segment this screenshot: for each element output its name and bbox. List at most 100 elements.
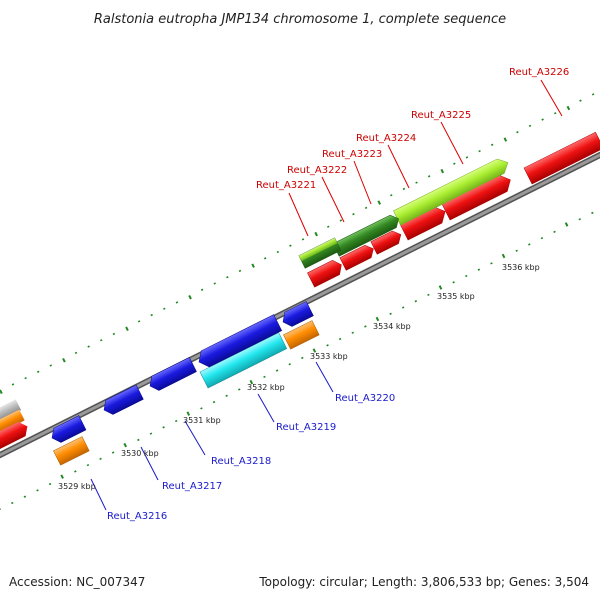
scale-label-3529: 3529 kbp	[58, 482, 96, 491]
scale-label-3532: 3532 kbp	[247, 383, 285, 392]
inner-tick	[74, 470, 77, 473]
inner-tick	[438, 285, 443, 290]
inner-tick	[578, 218, 582, 221]
outer-tick	[427, 175, 431, 178]
outer-tick	[251, 263, 255, 268]
outer-tick	[276, 250, 280, 254]
inner-tick	[401, 306, 405, 309]
outer-tick	[163, 307, 166, 310]
inner-tick	[249, 379, 254, 385]
gene-reut-a3219-blue[interactable]	[195, 314, 283, 370]
outer-tick	[87, 345, 90, 348]
inner-tick	[162, 426, 165, 429]
gene-reut-a3216-feature[interactable]	[48, 415, 87, 446]
outer-tick	[238, 269, 242, 273]
inner-tick	[60, 474, 64, 479]
inner-tick	[427, 293, 430, 297]
green-feature-lower[interactable]	[298, 237, 342, 269]
outer-tick	[125, 326, 129, 331]
inner-tick	[312, 348, 317, 353]
scale-label-3533: 3533 kbp	[310, 352, 348, 361]
scale-label-3531: 3531 kbp	[183, 416, 221, 425]
outer-tick	[503, 137, 508, 142]
gene-reut-a3226-feature[interactable]	[523, 131, 600, 185]
scale-label-3534: 3534 kbp	[373, 322, 411, 331]
inner-tick	[263, 375, 266, 379]
gene-labels-bottom: Reut_A3216 Reut_A3217 Reut_A3218 Reut_A3…	[107, 393, 395, 522]
gene-label-reut-a3226[interactable]: Reut_A3226	[509, 67, 569, 78]
leader-lines	[90, 79, 563, 511]
inner-tick	[36, 489, 39, 492]
gene-label-reut-a3218[interactable]: Reut_A3218	[211, 456, 271, 467]
outer-tick	[516, 131, 519, 134]
gene-reut-a3218-feature[interactable]	[146, 357, 197, 393]
outer-tick	[339, 219, 343, 222]
outer-tick	[99, 339, 103, 342]
gene-reut-a3220-feature[interactable]	[283, 320, 320, 350]
gene-reut-a3220-blue[interactable]	[279, 301, 314, 329]
outer-tick	[74, 351, 78, 355]
inner-tick	[326, 344, 329, 347]
outer-tick	[49, 364, 53, 367]
green-feature-mid[interactable]	[332, 212, 402, 257]
gene-reut-a3219-feature[interactable]	[199, 332, 288, 389]
gene-label-reut-a3216[interactable]: Reut_A3216	[107, 511, 167, 522]
outer-tick	[289, 244, 292, 247]
edge-feature-orange[interactable]	[0, 409, 25, 438]
inner-tick	[237, 388, 241, 391]
inner-tick	[389, 312, 392, 315]
inner-tick	[490, 262, 493, 265]
gene-label-reut-a3224[interactable]: Reut_A3224	[356, 133, 416, 144]
outer-tick	[415, 181, 418, 184]
edge-feature-grey[interactable]	[0, 399, 22, 426]
gene-label-reut-a3222[interactable]: Reut_A3222	[287, 165, 347, 176]
outer-tick	[11, 383, 15, 386]
outer-tick	[541, 118, 544, 121]
outer-tick	[377, 200, 382, 205]
outer-tick	[453, 162, 456, 165]
map-title: Ralstonia eutropha JMP134 chromosome 1, …	[94, 12, 506, 27]
outer-tick	[553, 112, 557, 115]
inner-tick	[225, 394, 228, 397]
outer-tick	[175, 301, 179, 304]
inner-tick	[414, 300, 418, 303]
gene-label-reut-a3219[interactable]: Reut_A3219	[276, 422, 336, 433]
green-feature-upper[interactable]	[393, 155, 511, 226]
outer-tick	[528, 124, 532, 128]
topology-text: Topology: circular; Length: 3,806,533 bp…	[259, 575, 589, 589]
outer-tick	[24, 376, 27, 380]
edge-feature-red[interactable]	[0, 419, 31, 454]
gene-reut-a3217-feature[interactable]	[100, 384, 144, 417]
gene-labels-top: Reut_A3221 Reut_A3222 Reut_A3223 Reut_A3…	[256, 67, 569, 191]
inner-tick	[501, 253, 506, 259]
inner-tick	[123, 442, 128, 448]
outer-tick	[326, 225, 330, 228]
inner-tick	[452, 281, 455, 284]
gene-reut-a3216-orange[interactable]	[53, 436, 90, 466]
inner-tick	[111, 451, 115, 454]
inner-tick	[364, 325, 367, 328]
inner-tick	[301, 356, 304, 360]
inner-tick	[200, 407, 203, 410]
outer-tick	[0, 389, 3, 395]
gene-label-reut-a3217[interactable]: Reut_A3217	[162, 481, 222, 492]
gene-label-reut-a3223[interactable]: Reut_A3223	[322, 149, 382, 160]
inner-tick	[48, 482, 52, 486]
outer-tick	[390, 194, 393, 197]
gene-label-reut-a3225[interactable]: Reut_A3225	[411, 110, 471, 121]
inner-tick	[212, 400, 216, 404]
accession-text: Accession: NC_007347	[9, 575, 146, 589]
gene-label-reut-a3220[interactable]: Reut_A3220	[335, 393, 395, 404]
inner-tick	[86, 463, 90, 467]
outer-tick	[200, 288, 204, 291]
outer-tick	[402, 187, 406, 191]
outer-tick	[490, 143, 494, 146]
gene-reut-a3222-feature[interactable]	[339, 243, 377, 271]
outer-tick	[36, 370, 40, 373]
inner-tick	[528, 243, 531, 246]
gene-reut-a3221-feature[interactable]	[307, 258, 345, 288]
gene-reut-a3223-feature[interactable]	[370, 228, 404, 255]
gene-label-reut-a3221[interactable]: Reut_A3221	[256, 180, 316, 191]
inner-tick	[186, 411, 191, 416]
outer-tick	[591, 93, 595, 96]
